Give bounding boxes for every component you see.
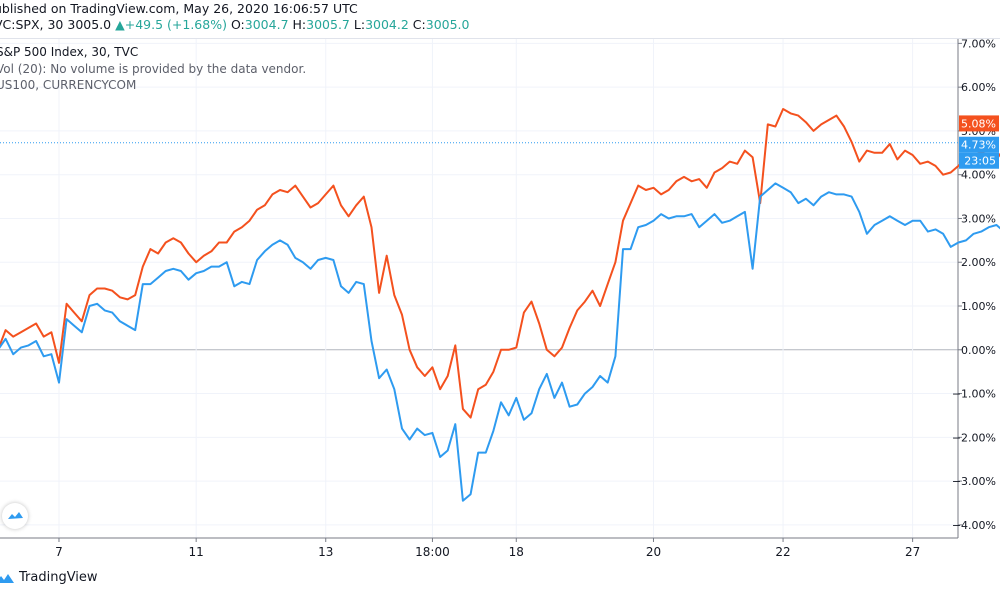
open-value: 3004.7 <box>244 17 289 32</box>
y-tick-label-7: 0.00% <box>961 344 996 357</box>
y-tick-label-8: −1.00% <box>952 388 996 401</box>
last-value-label-orange: 5.08% <box>961 117 996 130</box>
high-label: H: <box>292 17 307 32</box>
open-label: O: <box>230 17 245 32</box>
y-tick-label-0: 7.00% <box>961 39 996 50</box>
x-tick-label-0: 7 <box>55 545 63 559</box>
chart-legend: S&P 500 Index, 30, TVC Vol (20): No volu… <box>0 44 306 94</box>
x-tick-label-5: 20 <box>646 545 661 559</box>
low-value: 3004.2 <box>365 17 409 32</box>
legend-volume[interactable]: Vol (20): No volume is provided by the d… <box>0 61 307 76</box>
footer: TradingView <box>0 566 200 594</box>
brand-label: TradingView <box>19 570 98 585</box>
close-label: C: <box>412 17 426 32</box>
y-tick-label-9: −2.00% <box>952 431 996 444</box>
high-value: 3005.7 <box>306 17 350 32</box>
y-tick-label-6: 1.00% <box>961 300 996 313</box>
close-value: 3005.0 <box>425 17 470 32</box>
symbol-label: VC:SPX, 30 <box>0 17 64 32</box>
last-value-label-blue: 4.73% <box>961 139 996 152</box>
y-tick-label-11: −4.00% <box>952 519 996 532</box>
y-tick-label-3: 4.00% <box>961 169 996 182</box>
y-tick-label-5: 2.00% <box>961 256 996 269</box>
x-tick-label-4: 18 <box>509 545 524 559</box>
price-chart[interactable]: 7 11 13 18:00 18 20 22 277.00%6.00%5.00%4.00%3.… <box>0 39 1000 566</box>
price-value: 3005.0 <box>67 17 112 32</box>
brand[interactable]: TradingView <box>0 570 98 585</box>
time-label-blue-bg <box>959 152 999 169</box>
x-tick-label-3: 18:00 <box>415 545 450 559</box>
tradingview-float-button[interactable] <box>2 503 28 529</box>
published-line: ublished on TradingView.com, May 26, 202… <box>0 1 358 16</box>
chart-header: ublished on TradingView.com, May 26, 202… <box>0 0 960 38</box>
last-value-label-blue-bg <box>959 136 999 153</box>
x-tick-label-7: 27 <box>905 545 920 559</box>
legend-compare-series[interactable]: US100, CURRENCYCOM <box>0 78 137 92</box>
series-line-1 <box>0 182 1000 502</box>
x-tick-label-2: 13 <box>318 545 333 559</box>
time-label-blue: 23:05 <box>964 155 996 168</box>
change-value: ▲+49.5 (+1.68%) <box>115 17 227 32</box>
tradingview-logo-icon <box>0 573 14 583</box>
y-tick-label-4: 3.00% <box>961 212 996 225</box>
x-tick-label-6: 22 <box>775 545 790 559</box>
x-tick-label-1: 11 <box>189 545 204 559</box>
series-line-0 <box>0 108 1000 419</box>
tradingview-cloud-icon <box>8 512 23 519</box>
last-value-label-orange-bg <box>959 115 999 132</box>
low-label: L: <box>353 17 366 32</box>
y-tick-label-10: −3.00% <box>952 475 996 488</box>
symbol-ohlc-line: VC:SPX, 30 3005.0 ▲+49.5 (+1.68%) O:3004… <box>0 17 470 32</box>
y-tick-label-1: 6.00% <box>961 81 996 94</box>
header-divider <box>0 38 1000 39</box>
legend-main-series[interactable]: S&P 500 Index, 30, TVC <box>0 45 139 59</box>
